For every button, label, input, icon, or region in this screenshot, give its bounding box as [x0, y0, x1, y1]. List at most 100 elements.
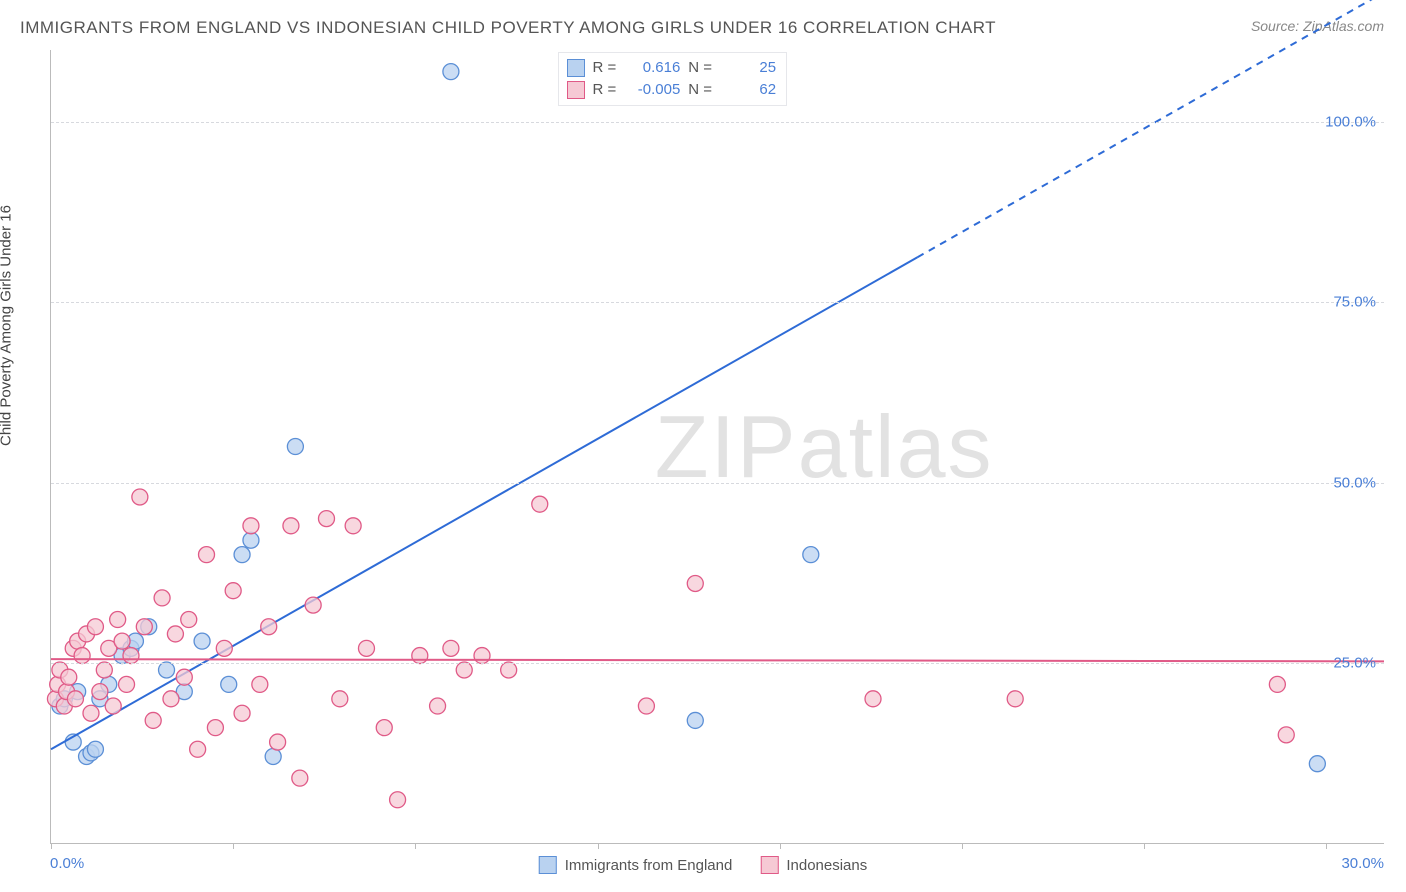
scatter-point: [443, 64, 459, 80]
x-tick: [962, 843, 963, 849]
scatter-point: [225, 583, 241, 599]
scatter-point: [638, 698, 654, 714]
y-tick-label: 25.0%: [1333, 654, 1376, 671]
y-tick-label: 75.0%: [1333, 294, 1376, 311]
x-axis-max-label: 30.0%: [1341, 855, 1384, 872]
x-tick: [1326, 843, 1327, 849]
trend-line: [51, 659, 1384, 661]
swatch-blue: [567, 59, 585, 77]
scatter-point: [532, 496, 548, 512]
gridline: [51, 483, 1384, 484]
scatter-point: [123, 648, 139, 664]
scatter-plot-svg: [51, 50, 1384, 843]
legend-R-label-2: R =: [593, 79, 617, 101]
legend-label-indonesians: Indonesians: [786, 857, 867, 874]
correlation-legend: R = 0.616 N = 25 R = -0.005 N = 62: [558, 52, 788, 106]
scatter-point: [87, 741, 103, 757]
legend-england-R: 0.616: [624, 57, 680, 79]
scatter-point: [265, 748, 281, 764]
scatter-point: [243, 518, 259, 534]
scatter-point: [283, 518, 299, 534]
swatch-pink-2: [760, 856, 778, 874]
legend-england-N: 25: [720, 57, 776, 79]
gridline: [51, 122, 1384, 123]
scatter-point: [687, 575, 703, 591]
scatter-point: [194, 633, 210, 649]
scatter-point: [114, 633, 130, 649]
scatter-point: [1278, 727, 1294, 743]
y-tick-label: 100.0%: [1325, 114, 1376, 131]
scatter-point: [390, 792, 406, 808]
legend-indo-R: -0.005: [624, 79, 680, 101]
scatter-point: [136, 619, 152, 635]
scatter-point: [261, 619, 277, 635]
x-tick: [780, 843, 781, 849]
scatter-point: [443, 640, 459, 656]
scatter-point: [221, 676, 237, 692]
scatter-point: [181, 612, 197, 628]
scatter-point: [1309, 756, 1325, 772]
trend-line-dashed: [917, 0, 1384, 257]
legend-label-england: Immigrants from England: [565, 857, 733, 874]
scatter-point: [96, 662, 112, 678]
scatter-point: [456, 662, 472, 678]
scatter-point: [163, 691, 179, 707]
y-tick-label: 50.0%: [1333, 474, 1376, 491]
legend-row-indonesians: R = -0.005 N = 62: [567, 79, 777, 101]
scatter-point: [412, 648, 428, 664]
legend-indo-N: 62: [720, 79, 776, 101]
legend-R-label: R =: [593, 57, 617, 79]
scatter-point: [132, 489, 148, 505]
scatter-point: [1269, 676, 1285, 692]
scatter-point: [865, 691, 881, 707]
chart-title: IMMIGRANTS FROM ENGLAND VS INDONESIAN CH…: [20, 18, 996, 38]
scatter-point: [287, 439, 303, 455]
scatter-point: [83, 705, 99, 721]
scatter-point: [207, 720, 223, 736]
scatter-point: [74, 648, 90, 664]
scatter-point: [474, 648, 490, 664]
source-attribution: Source: ZipAtlas.com: [1251, 18, 1384, 34]
gridline: [51, 663, 1384, 664]
scatter-point: [105, 698, 121, 714]
x-tick: [233, 843, 234, 849]
scatter-point: [332, 691, 348, 707]
x-tick: [51, 843, 52, 849]
scatter-point: [292, 770, 308, 786]
scatter-point: [252, 676, 268, 692]
scatter-point: [345, 518, 361, 534]
scatter-point: [199, 547, 215, 563]
scatter-point: [243, 532, 259, 548]
scatter-point: [154, 590, 170, 606]
scatter-point: [234, 547, 250, 563]
scatter-point: [176, 669, 192, 685]
legend-N-label: N =: [688, 57, 712, 79]
legend-row-england: R = 0.616 N = 25: [567, 57, 777, 79]
scatter-point: [110, 612, 126, 628]
x-tick: [598, 843, 599, 849]
scatter-point: [145, 712, 161, 728]
scatter-point: [167, 626, 183, 642]
legend-N-label-2: N =: [688, 79, 712, 101]
scatter-point: [234, 705, 250, 721]
scatter-point: [305, 597, 321, 613]
scatter-point: [358, 640, 374, 656]
swatch-blue-2: [539, 856, 557, 874]
scatter-point: [501, 662, 517, 678]
legend-item-england: Immigrants from England: [539, 856, 733, 874]
scatter-point: [61, 669, 77, 685]
y-axis-title: Child Poverty Among Girls Under 16: [0, 205, 15, 446]
scatter-point: [318, 511, 334, 527]
gridline: [51, 302, 1384, 303]
scatter-point: [190, 741, 206, 757]
scatter-point: [1007, 691, 1023, 707]
scatter-point: [430, 698, 446, 714]
series-legend: Immigrants from England Indonesians: [539, 856, 867, 874]
legend-item-indonesians: Indonesians: [760, 856, 867, 874]
x-axis-min-label: 0.0%: [50, 855, 84, 872]
scatter-point: [216, 640, 232, 656]
x-tick: [1144, 843, 1145, 849]
scatter-point: [67, 691, 83, 707]
scatter-point: [159, 662, 175, 678]
scatter-point: [687, 712, 703, 728]
